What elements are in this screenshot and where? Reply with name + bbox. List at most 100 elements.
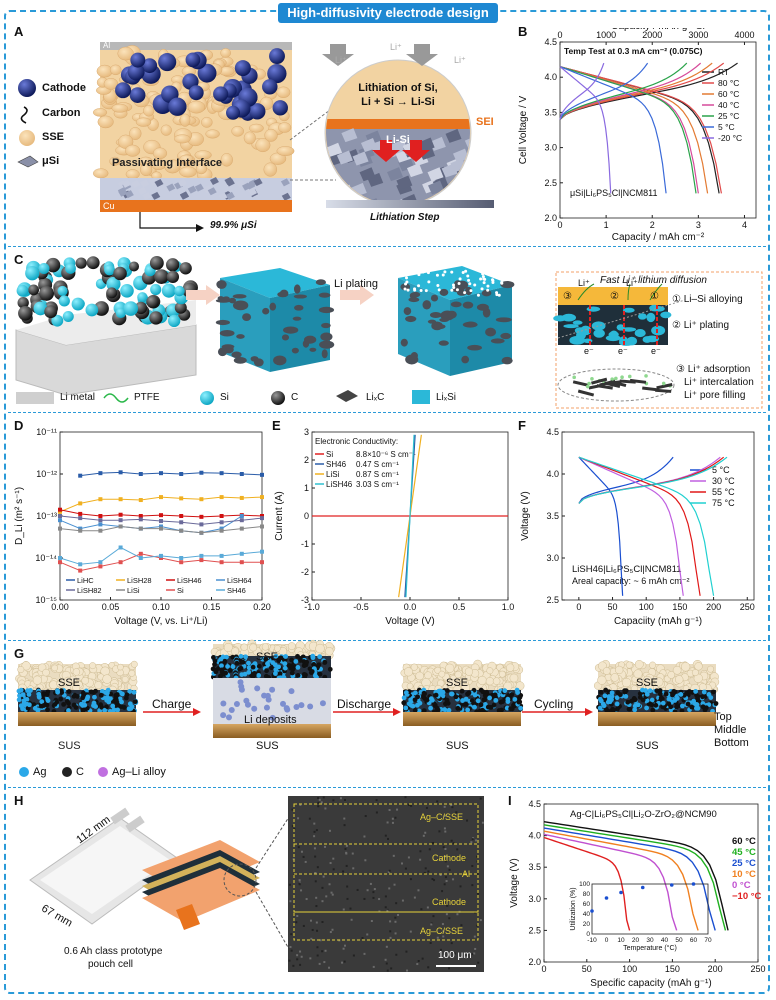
y-tick-label: 10⁻¹⁵: [36, 595, 58, 605]
electrode-particles: [16, 256, 198, 328]
data-point-LiHC: [98, 471, 103, 476]
data-point-Si: [58, 560, 62, 565]
x-tick-label: 1.0: [502, 602, 515, 612]
legend-title: Electronic Conductivity:: [315, 437, 398, 446]
series-line-30 °C: [578, 456, 684, 596]
mech-4: Li⁺ intercalation: [684, 377, 754, 388]
x-axis-label: Specific capacity (mAh g⁻¹): [590, 978, 711, 989]
li-plating-label: Li plating: [334, 278, 379, 290]
inset-point: [669, 883, 674, 887]
y-tick-label: 3.0: [544, 143, 557, 153]
data-point-Si: [78, 568, 83, 573]
legend-entry: LiSH28: [127, 576, 152, 585]
series-line-25 °C: [559, 62, 688, 120]
data-point-LiSH64: [98, 522, 103, 527]
data-point-SH46: [118, 545, 123, 550]
x-tick-label: 0: [541, 964, 546, 974]
legend-entry: RT: [718, 67, 729, 77]
y-tick-label: 2.5: [544, 178, 557, 188]
data-point-LiSH82: [118, 518, 123, 523]
x-tick-label: 150: [665, 964, 680, 974]
inset-x-tick-label: 10: [617, 937, 625, 944]
x-tick-label: 50: [582, 964, 592, 974]
x-tick-label: 4: [742, 220, 747, 230]
sem-layer-2: Cathode: [432, 853, 467, 863]
panel-label-c: C: [14, 252, 24, 267]
si-legend-icon: [200, 391, 214, 405]
panel-label-a: A: [14, 24, 24, 39]
sem-layer-1: Ag–C/SSE: [420, 812, 464, 822]
data-point-LiHC: [179, 472, 184, 476]
ag-li-legend-icon: [98, 767, 108, 777]
data-point-LiSH46: [138, 514, 143, 518]
g-sse-3: SSE: [446, 677, 469, 689]
y-tick-label: 10⁻¹³: [36, 511, 57, 521]
y-tick-label: 3.5: [528, 862, 541, 872]
mech-3: ③ Li⁺ adsorption: [676, 364, 751, 375]
legend-entry: −10 °C: [732, 891, 762, 902]
data-point-LiSi: [260, 524, 264, 529]
data-point-SH46: [199, 553, 204, 558]
legend-entry: LiSH82: [77, 586, 102, 595]
legend-entry: 5 °C: [718, 122, 735, 132]
x-tick-label: 0.05: [102, 602, 120, 612]
legend-value: 0.47 S cm⁻¹: [356, 460, 399, 469]
legend-entry: LiSH46: [326, 480, 353, 489]
li-ion-2: Li⁺: [390, 42, 402, 52]
lithiation-step-gradient: [326, 200, 494, 208]
li-deposits-label: Li deposits: [244, 714, 297, 726]
c-legend-icon: [271, 391, 285, 405]
series-line--20 °C: [559, 66, 612, 194]
data-point-LiSH82: [260, 516, 264, 521]
data-point-LiSi: [199, 530, 204, 535]
lithiation-line2: Li + Si → Li-Si: [361, 96, 435, 108]
data-point-LiSH28: [179, 496, 184, 501]
mech-1: ① Li–Si alloying: [672, 294, 743, 305]
legend-usi: μSi: [42, 155, 60, 167]
separator-2: [8, 412, 766, 413]
data-point-LiSH28: [138, 498, 143, 503]
y-tick-label: 3.0: [528, 894, 541, 904]
y-tick-label: 4.5: [528, 799, 541, 809]
layer-middle: Middle: [714, 724, 747, 736]
data-point-LiSi: [138, 526, 143, 531]
chart-b: 0 1 2 3 42.02.53.03.54.04.50 1000 2000 3000 4000…: [518, 28, 757, 243]
inset-point: [590, 909, 594, 913]
panel-label-h: H: [14, 793, 24, 808]
legend-entry: LiSH46: [177, 576, 202, 585]
x-tick-label: 250: [750, 964, 765, 974]
pouch-caption-2: pouch cell: [88, 959, 134, 970]
data-point-LiSH64: [58, 518, 62, 523]
series-line-55 °C: [578, 456, 701, 596]
data-point-LiSH64: [159, 524, 163, 529]
legend-entry: LiSi: [127, 586, 140, 595]
legend-entry: 0 °C: [732, 880, 751, 891]
diffusion-step-1: ①: [650, 291, 659, 302]
g-sse-2: SSE: [256, 651, 279, 663]
c-g-legend-icon: [62, 767, 72, 777]
al-label: Al: [103, 41, 111, 50]
y-tick-label: 3: [304, 427, 309, 437]
data-point-LiSi: [98, 528, 103, 533]
sem-layer-5: Ag–C/SSE: [420, 926, 464, 936]
data-point-LiSi: [159, 526, 163, 531]
data-point-LiSH82: [159, 519, 163, 524]
legend-entry: 60 °C: [732, 836, 756, 847]
y-tick-label: 2.0: [528, 957, 541, 967]
data-point-LiSH64: [78, 526, 83, 531]
data-point-SH46: [179, 556, 184, 560]
series-line-0 °C: [543, 833, 678, 931]
cycling-schematic: [15, 639, 720, 738]
data-point-Si: [138, 551, 143, 556]
legend-li-metal: Li metal: [60, 392, 96, 403]
series-line-LiSH64: [59, 515, 243, 534]
sem-layer-3: Al: [462, 869, 471, 879]
series-line-LiSH46: [405, 434, 415, 598]
y-tick-label: 1: [304, 483, 309, 493]
data-point-LiSH64: [239, 514, 244, 518]
data-point-LiSH46: [118, 512, 123, 517]
inset-x-tick-label: 50: [675, 937, 683, 944]
series-line-60 °C: [543, 821, 729, 931]
y-tick-label: 10⁻¹⁴: [35, 553, 57, 563]
